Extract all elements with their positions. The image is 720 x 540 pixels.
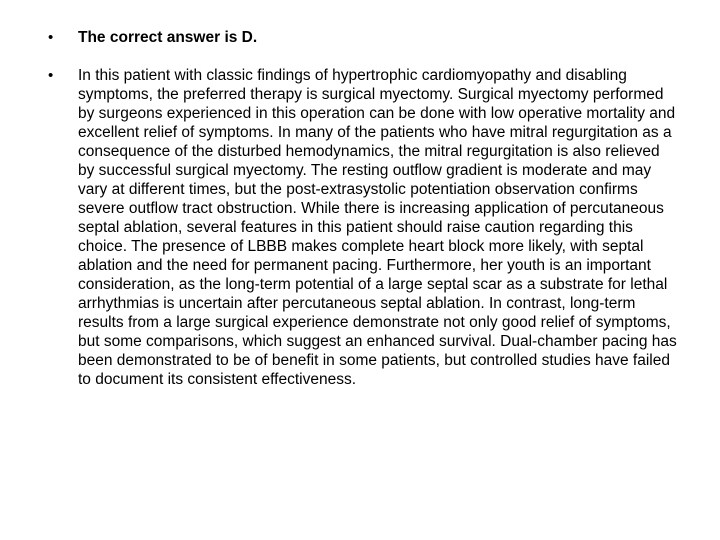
answer-heading: The correct answer is D.	[78, 29, 257, 46]
bullet-item-body: In this patient with classic findings of…	[40, 66, 680, 389]
explanation-paragraph: In this patient with classic findings of…	[78, 67, 677, 388]
bullet-list: The correct answer is D. In this patient…	[40, 28, 680, 389]
slide-container: The correct answer is D. In this patient…	[0, 0, 720, 540]
bullet-item-heading: The correct answer is D.	[40, 28, 680, 48]
